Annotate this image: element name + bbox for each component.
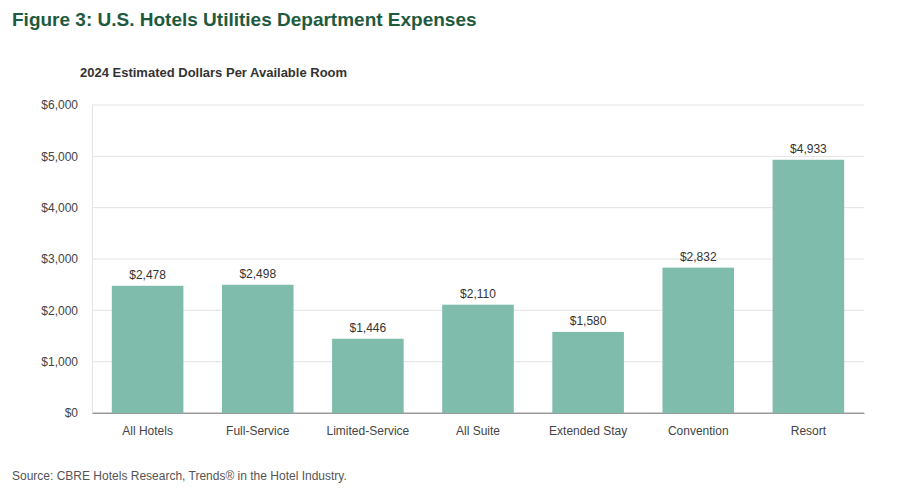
x-tick-label: Limited-Service — [327, 424, 410, 438]
data-label: $2,110 — [460, 287, 496, 301]
y-tick-label: $6,000 — [41, 98, 78, 112]
grid-line — [92, 105, 864, 106]
y-tick-label: $2,000 — [41, 304, 78, 318]
x-tick: Limited-Service — [327, 413, 410, 438]
data-labels: $2,478 $2,498 $1,446 $2,110 $1,580 $2,832 $4,9… — [129, 142, 827, 335]
x-tick-label: All Hotels — [122, 424, 173, 438]
x-tick: All Suite — [456, 413, 500, 438]
data-label: $2,498 — [239, 267, 276, 281]
x-tick: Resort — [791, 413, 827, 438]
y-tick: $4,000 — [41, 201, 92, 215]
y-tick-label: $5,000 — [41, 150, 78, 164]
x-tick: Extended Stay — [549, 413, 627, 438]
x-axis: All Hotels Full-Service Limited-Service All… — [93, 413, 865, 438]
y-tick: $5,000 — [41, 150, 92, 164]
grid — [92, 105, 864, 413]
x-tick: Convention — [668, 413, 729, 438]
data-label: $2,478 — [129, 268, 166, 282]
grid-line — [92, 156, 864, 157]
y-tick: $2,000 — [41, 304, 92, 318]
bars — [112, 160, 844, 413]
x-tick-label: Full-Service — [226, 424, 290, 438]
y-axis-line — [92, 106, 93, 414]
grid-line — [92, 259, 864, 260]
chart-subtitle: 2024 Estimated Dollars Per Available Roo… — [80, 65, 347, 80]
y-tick-label: $1,000 — [41, 355, 78, 369]
y-tick: $1,000 — [41, 355, 92, 369]
x-axis-line — [93, 413, 865, 414]
chart-title: Figure 3: U.S. Hotels Utilities Departme… — [12, 9, 477, 30]
y-tick-label: $0 — [65, 406, 79, 420]
data-label: $1,446 — [350, 321, 387, 335]
bar — [662, 268, 734, 413]
data-label: $4,933 — [790, 142, 827, 156]
y-axis: $0 $1,000 $2,000 $3,000 $4,000 $5,000 $6,000 — [41, 98, 92, 420]
bar — [442, 305, 514, 413]
x-tick: All Hotels — [122, 413, 173, 438]
x-tick-label: Convention — [668, 424, 729, 438]
data-label: $2,832 — [680, 250, 717, 264]
x-tick-label: Extended Stay — [549, 424, 627, 438]
grid-line — [92, 207, 864, 208]
bar — [222, 285, 294, 413]
x-tick-label: All Suite — [456, 424, 500, 438]
y-tick: $0 — [65, 406, 92, 420]
y-tick: $6,000 — [41, 98, 92, 112]
bar — [112, 286, 184, 413]
data-label: $1,580 — [570, 314, 607, 328]
bar — [332, 339, 404, 413]
bar — [773, 160, 845, 413]
x-tick: Full-Service — [226, 413, 290, 438]
bar — [552, 332, 624, 413]
y-tick: $3,000 — [41, 252, 92, 266]
x-tick-label: Resort — [791, 424, 827, 438]
y-tick-label: $3,000 — [41, 252, 78, 266]
y-tick-label: $4,000 — [41, 201, 78, 215]
chart-svg: Figure 3: U.S. Hotels Utilities Departme… — [0, 0, 900, 495]
source-note: Source: CBRE Hotels Research, Trends® in… — [12, 469, 347, 483]
